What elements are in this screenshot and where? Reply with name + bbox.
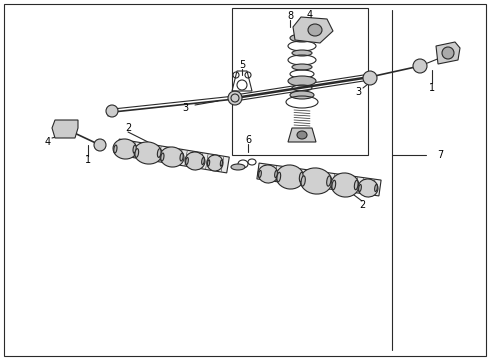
Text: 6: 6 [245, 135, 251, 145]
Ellipse shape [259, 170, 261, 177]
Ellipse shape [299, 172, 303, 182]
Text: 3: 3 [182, 103, 188, 113]
Ellipse shape [161, 153, 164, 161]
Ellipse shape [442, 47, 454, 59]
Text: 1: 1 [429, 83, 435, 93]
Ellipse shape [375, 184, 377, 192]
Text: 5: 5 [239, 60, 245, 70]
Ellipse shape [292, 64, 312, 70]
Ellipse shape [135, 149, 139, 157]
Ellipse shape [358, 179, 378, 197]
Ellipse shape [113, 139, 137, 159]
Ellipse shape [300, 168, 332, 194]
Ellipse shape [363, 71, 377, 85]
Ellipse shape [94, 139, 106, 151]
Ellipse shape [354, 180, 358, 190]
Text: 4: 4 [45, 137, 51, 147]
Text: 2: 2 [125, 123, 131, 133]
Ellipse shape [288, 76, 316, 86]
Polygon shape [257, 163, 381, 196]
Ellipse shape [331, 173, 359, 197]
Ellipse shape [207, 155, 223, 171]
Text: 1: 1 [85, 155, 91, 165]
Ellipse shape [185, 152, 205, 170]
Ellipse shape [327, 176, 331, 186]
Ellipse shape [157, 149, 161, 157]
Polygon shape [52, 120, 78, 138]
Ellipse shape [277, 172, 281, 182]
Ellipse shape [275, 170, 277, 177]
Ellipse shape [133, 145, 136, 153]
Text: 3: 3 [355, 87, 361, 97]
Ellipse shape [297, 131, 307, 139]
Text: 2: 2 [359, 200, 365, 210]
Ellipse shape [228, 91, 242, 105]
Text: 7: 7 [437, 150, 443, 160]
Polygon shape [436, 42, 460, 64]
Ellipse shape [58, 122, 72, 136]
Ellipse shape [180, 153, 183, 161]
Ellipse shape [134, 142, 162, 164]
Ellipse shape [292, 50, 312, 56]
Text: 8: 8 [287, 11, 293, 21]
Ellipse shape [413, 59, 427, 73]
Ellipse shape [207, 160, 210, 166]
Ellipse shape [231, 164, 245, 170]
Ellipse shape [290, 34, 314, 42]
Ellipse shape [276, 165, 304, 189]
Ellipse shape [359, 184, 361, 192]
Polygon shape [288, 128, 316, 142]
Ellipse shape [332, 180, 336, 190]
Polygon shape [117, 139, 229, 173]
Polygon shape [293, 17, 333, 43]
Ellipse shape [258, 165, 278, 183]
Ellipse shape [160, 147, 184, 167]
Ellipse shape [308, 24, 322, 36]
Ellipse shape [301, 176, 305, 186]
Ellipse shape [106, 105, 118, 117]
Ellipse shape [290, 91, 314, 99]
Ellipse shape [114, 145, 117, 153]
Ellipse shape [220, 160, 222, 166]
Text: 4: 4 [307, 10, 313, 20]
Ellipse shape [202, 157, 204, 165]
Ellipse shape [186, 157, 188, 165]
